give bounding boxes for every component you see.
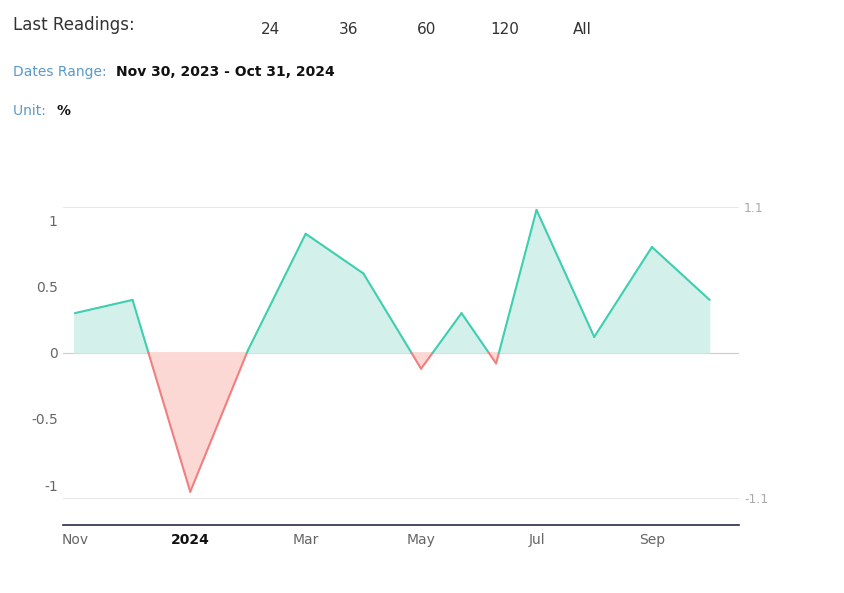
Text: 36: 36 [338, 21, 358, 37]
Text: Unit:: Unit: [13, 104, 50, 119]
Text: 24: 24 [261, 21, 280, 37]
Text: Last Readings:: Last Readings: [13, 16, 134, 34]
Text: 120: 120 [490, 21, 519, 37]
Text: %: % [57, 104, 71, 119]
Text: 60: 60 [417, 21, 436, 37]
Text: 12: 12 [183, 21, 202, 37]
Text: All: All [573, 21, 592, 37]
Text: Dates Range:: Dates Range: [13, 65, 111, 79]
Text: Nov 30, 2023 - Oct 31, 2024: Nov 30, 2023 - Oct 31, 2024 [116, 65, 335, 79]
